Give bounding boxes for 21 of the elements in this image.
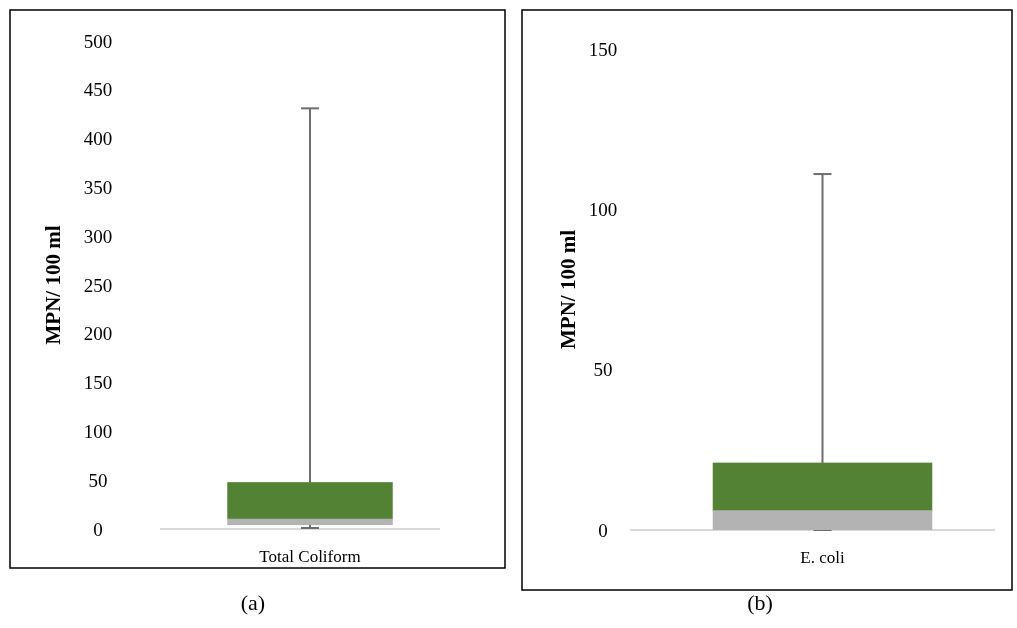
y-tick-label: 200 [83, 323, 113, 345]
x-tick-label: E. coli [800, 548, 845, 567]
y-tick-label: 100 [588, 198, 618, 220]
y-tick-label: 150 [83, 372, 113, 394]
x-tick-label: Total Coliform [259, 547, 361, 566]
y-axis-title: MPN/ 100 ml [556, 229, 580, 349]
y-tick-label: 250 [83, 274, 113, 296]
y-tick-label: 150 [588, 38, 618, 60]
y-tick-label: 450 [83, 79, 113, 101]
y-tick-label: 300 [83, 225, 113, 247]
y-tick-label: 100 [83, 421, 113, 443]
y-tick-label: 50 [88, 469, 108, 491]
y-tick-label: 50 [593, 359, 613, 381]
y-tick-label: 400 [83, 128, 113, 150]
y-axis-title: MPN/ 100 ml [41, 225, 65, 345]
y-tick-label: 0 [598, 519, 608, 541]
y-tick-label: 0 [93, 518, 103, 540]
text: (a) [240, 590, 266, 615]
y-tick-label: 350 [83, 177, 113, 199]
text: (b) [747, 590, 773, 615]
y-tick-label: 500 [83, 30, 113, 52]
